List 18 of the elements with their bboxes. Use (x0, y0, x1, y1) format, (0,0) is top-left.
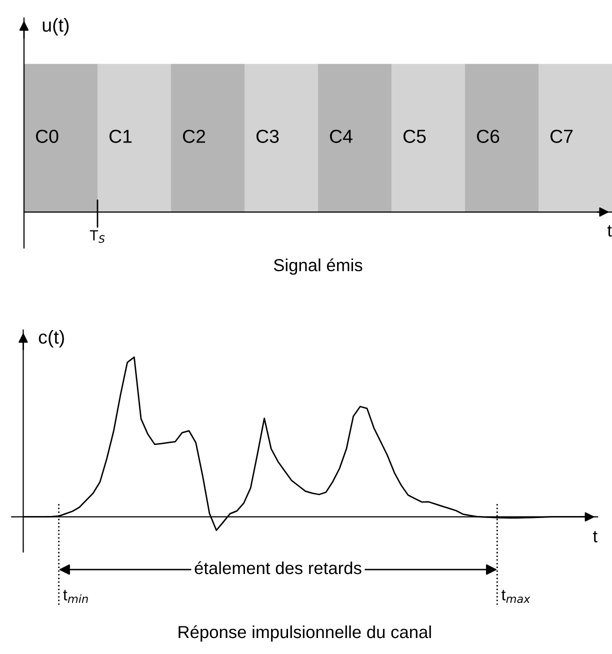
text: Réponse impulsionnelle du canal (178, 625, 431, 642)
text: étalement des retards (194, 561, 362, 574)
y-axis-title: u(t) (42, 18, 69, 36)
text: t$_{max}$ (502, 590, 530, 604)
x-tick-label: C1 (109, 130, 132, 143)
x-tick-label: C4 (330, 130, 352, 143)
text: T$_{S}$ (90, 230, 105, 243)
y-axis-title: c(t) (38, 330, 64, 348)
x-tick-label: C7 (550, 130, 573, 143)
text: Signal émis (274, 258, 362, 275)
x-tick-label: C3 (256, 130, 279, 143)
x-tick-label: C6 (476, 130, 500, 143)
x-tick-label: C2 (182, 130, 206, 143)
x-axis-title: t (593, 530, 598, 542)
x-axis-title: t (607, 225, 612, 237)
x-tick-label: C5 (403, 130, 426, 143)
text: t$_{min}$ (63, 590, 88, 603)
x-tick-label: C0 (36, 130, 58, 143)
